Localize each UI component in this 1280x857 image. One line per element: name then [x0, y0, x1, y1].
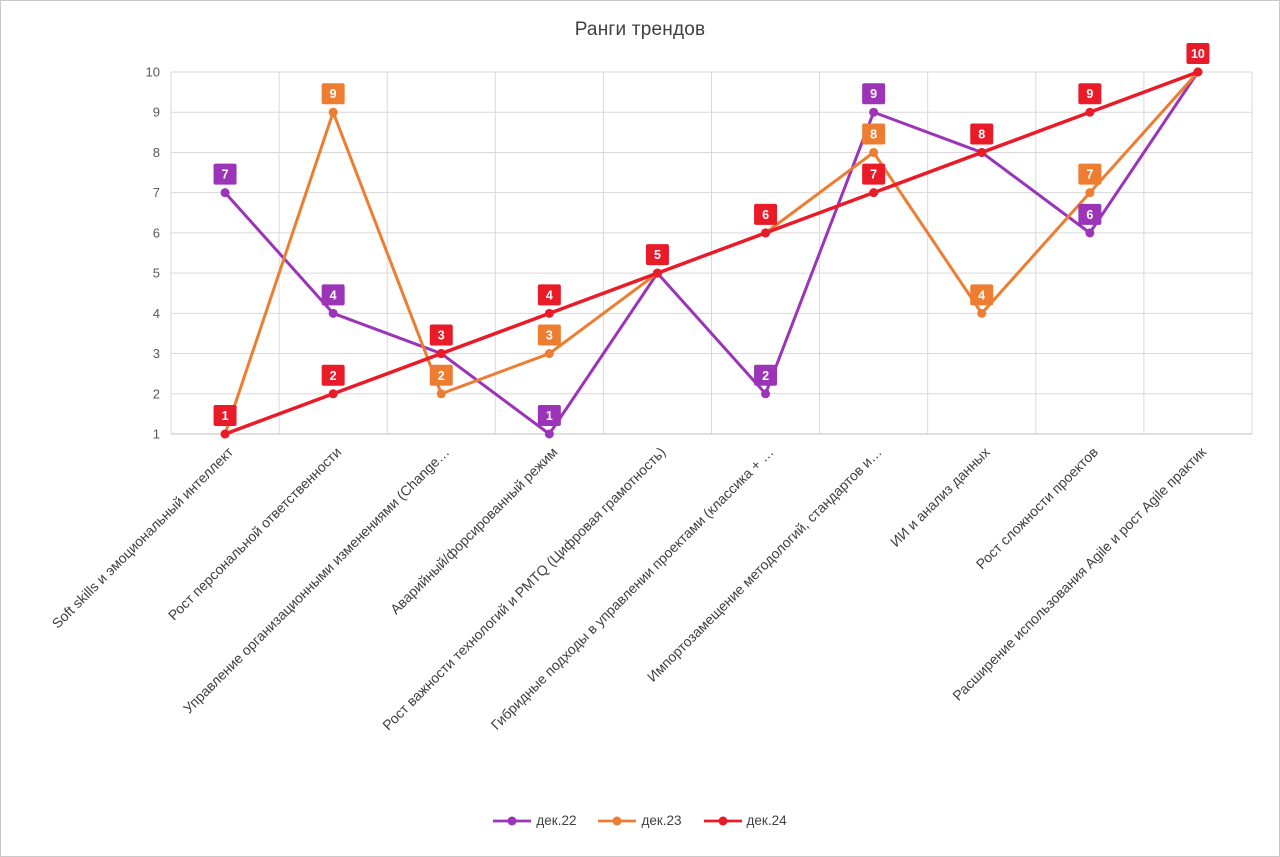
x-axis-category-label: Аварийный/форсированный режим — [387, 444, 560, 617]
y-axis-tick-label: 1 — [153, 427, 160, 442]
data-label-box — [429, 324, 453, 346]
data-point-marker — [869, 147, 879, 157]
legend-label: дек.23 — [641, 813, 682, 828]
data-point-marker — [1085, 188, 1095, 198]
data-label-value: 10 — [1191, 47, 1205, 61]
data-point-marker — [869, 188, 879, 198]
data-point-marker — [328, 107, 338, 117]
data-label-box — [321, 83, 345, 105]
data-point-marker — [869, 107, 879, 117]
data-point-marker — [1193, 67, 1203, 77]
x-axis-category-label: Рост сложности проектов — [973, 444, 1101, 572]
data-label-box — [1078, 203, 1102, 225]
y-axis-tick-label: 9 — [153, 105, 160, 120]
data-label-box — [862, 83, 886, 105]
data-label-box — [537, 284, 561, 306]
data-label-box — [1078, 83, 1102, 105]
data-label-value: 9 — [1086, 87, 1093, 101]
y-axis-tick-label: 8 — [153, 145, 160, 160]
x-axis-category-label: Импортозамещение методологий, стандартов… — [644, 444, 885, 685]
data-point-marker — [220, 429, 230, 439]
data-point-marker — [220, 188, 230, 198]
data-label-box — [754, 364, 778, 386]
data-label-value: 9 — [870, 87, 877, 101]
legend-marker-icon — [598, 816, 637, 825]
data-label-box — [1078, 163, 1102, 185]
x-axis-category-label: Расширение использования Agile и рост Ag… — [949, 443, 1209, 703]
legend-item-дек-24: дек.24 — [703, 813, 787, 828]
y-axis-tick-label: 2 — [153, 386, 160, 401]
data-label-value: 2 — [438, 369, 445, 383]
data-label-box — [321, 284, 345, 306]
data-label-box — [537, 405, 561, 426]
x-axis-category-label: ИИ и анализ данных — [887, 444, 993, 550]
chart-title: Ранги трендов — [574, 19, 706, 40]
data-label-value: 4 — [330, 288, 337, 302]
legend-label: дек.24 — [746, 813, 787, 828]
legend-marker-icon — [493, 816, 532, 825]
chart-legend: дек.22 дек.23 дек.24 — [1, 813, 1279, 828]
data-label-box — [970, 123, 994, 145]
data-label-value: 4 — [546, 288, 553, 302]
data-label-value: 8 — [978, 127, 985, 141]
data-label-value: 9 — [330, 87, 337, 101]
x-axis-category-label: Soft skills и эмоциональный интеллект — [49, 443, 237, 631]
data-label-box — [213, 405, 237, 426]
y-axis-tick-label: 3 — [153, 346, 160, 361]
data-label-value: 1 — [546, 409, 553, 423]
data-label-value: 3 — [546, 329, 553, 343]
y-axis-tick-label: 6 — [153, 225, 160, 240]
data-point-marker — [544, 308, 554, 318]
data-point-marker — [328, 389, 338, 399]
data-point-marker — [761, 389, 771, 399]
series-line-дек.24 — [223, 70, 1200, 436]
data-label-box — [862, 123, 886, 145]
data-label-value: 3 — [438, 329, 445, 343]
data-label-box — [1186, 43, 1210, 64]
legend-item-дек-22: дек.22 — [493, 813, 576, 828]
data-point-marker — [544, 349, 554, 359]
data-label-value: 4 — [978, 288, 985, 302]
data-label-value: 7 — [870, 168, 877, 182]
y-axis-tick-label: 10 — [146, 65, 160, 80]
data-label-box — [645, 244, 669, 266]
data-label-box — [213, 163, 237, 185]
series-line-дек.22 — [223, 70, 1200, 436]
data-label-box — [429, 364, 453, 386]
data-point-marker — [1085, 228, 1095, 238]
data-point-marker — [328, 308, 338, 318]
data-label-value: 6 — [1086, 208, 1093, 222]
data-label-value: 1 — [222, 409, 229, 423]
data-label-value: 5 — [654, 248, 661, 262]
data-label-box — [754, 203, 778, 225]
data-label-value: 6 — [762, 208, 769, 222]
x-axis-category-label: Рост персональной ответственности — [165, 444, 344, 623]
data-label-box — [321, 364, 345, 386]
data-label-box — [537, 324, 561, 346]
data-point-marker — [436, 349, 446, 359]
data-label-value: 8 — [870, 127, 877, 141]
data-point-marker — [652, 268, 662, 278]
y-axis-tick-label: 4 — [153, 306, 160, 321]
legend-label: дек.22 — [536, 813, 577, 828]
data-label-value: 7 — [222, 168, 229, 182]
data-label-box — [862, 163, 886, 185]
data-label-value: 2 — [762, 369, 769, 383]
y-axis-tick-label: 7 — [153, 185, 160, 200]
y-axis-tick-label: 5 — [153, 266, 160, 281]
data-point-marker — [436, 389, 446, 399]
data-label-value: 2 — [330, 369, 337, 383]
data-point-marker — [977, 308, 987, 318]
legend-item-дек-23: дек.23 — [598, 813, 682, 828]
data-point-marker — [977, 147, 987, 157]
data-point-marker — [761, 228, 771, 238]
legend-marker-icon — [703, 816, 742, 825]
data-point-marker — [544, 429, 554, 439]
data-label-box — [970, 284, 994, 306]
data-label-value: 7 — [1086, 168, 1093, 182]
data-point-marker — [1085, 107, 1095, 117]
